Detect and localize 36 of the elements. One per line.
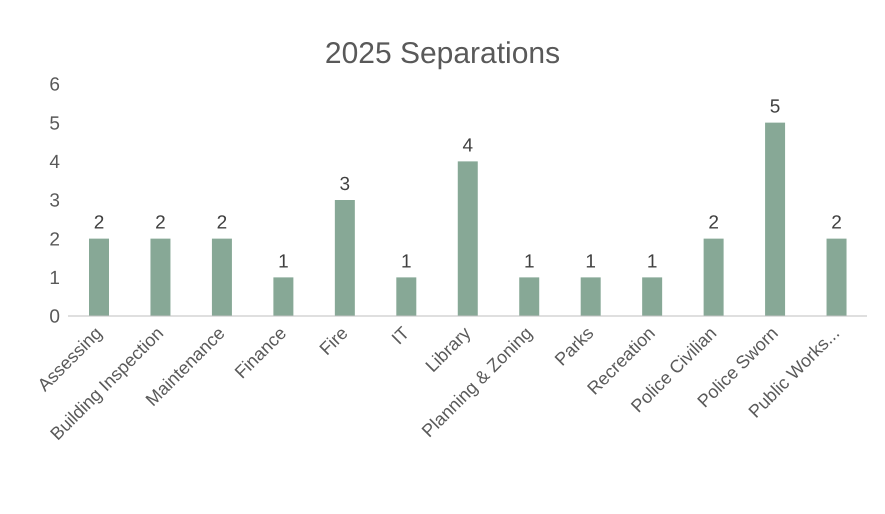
x-tick-label: Fire [316, 322, 352, 359]
bar [580, 277, 601, 316]
data-label: 1 [646, 251, 658, 272]
bar [642, 277, 662, 316]
bar [273, 277, 294, 316]
y-tick-label: 2 [49, 229, 60, 250]
bar [765, 122, 786, 316]
data-label: 1 [401, 251, 412, 272]
bar [212, 238, 232, 316]
bar [396, 277, 416, 316]
data-label: 2 [708, 212, 719, 234]
bar [89, 238, 109, 316]
data-label: 3 [340, 174, 350, 195]
data-label: 4 [462, 135, 474, 156]
bar [458, 161, 478, 316]
data-label: 2 [155, 212, 166, 234]
bar [150, 238, 170, 316]
data-label: 1 [585, 251, 596, 272]
data-label: 1 [524, 251, 535, 272]
y-tick-label: 0 [49, 306, 60, 328]
x-tick-label: IT [388, 322, 414, 348]
y-tick-label: 6 [49, 74, 60, 96]
y-tick-label: 3 [49, 190, 60, 212]
y-tick-label: 1 [49, 268, 60, 290]
chart-title: 2025 Separations [324, 36, 562, 72]
data-label: 2 [216, 212, 228, 234]
data-label: 5 [770, 96, 780, 118]
data-label: 2 [94, 212, 104, 234]
y-tick-label: 4 [49, 152, 60, 174]
data-label: 2 [831, 212, 842, 234]
bar [334, 200, 355, 316]
bar [519, 277, 540, 316]
bar [704, 238, 724, 316]
y-tick-label: 5 [49, 113, 60, 134]
data-label: 1 [278, 251, 289, 272]
bar [826, 238, 847, 316]
